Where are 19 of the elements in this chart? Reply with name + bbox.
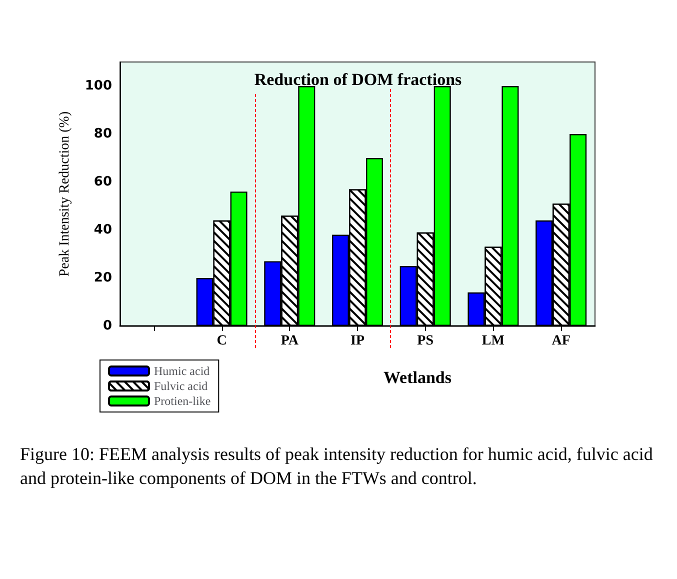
x-tick-label: PA [280, 334, 300, 348]
y-tick-label: 80 [94, 126, 112, 142]
text: Reduction of DOM fractions [254, 70, 462, 89]
y-tick-label: 0 [102, 318, 112, 334]
y-axis-title: Peak Intensity Reduction (%) [58, 111, 72, 277]
x-axis-title: Wetlands [383, 368, 452, 387]
legend-label: Protien-like [154, 394, 211, 408]
x-tick-label: LM [482, 334, 504, 348]
legend-label: Fulvic acid [154, 379, 208, 393]
x-tick-label: IP [350, 334, 365, 348]
caption: Figure 10: FEEM analysis results of peak intensity reduction for humic acid, fulvic acid and protein-like components of DOM in the FTWs and control. [20, 443, 654, 490]
y-tick-label: 100 [84, 78, 112, 94]
x-tick-label: C [216, 334, 227, 348]
y-tick-label: 20 [94, 270, 112, 286]
y-tick-label: 40 [94, 222, 112, 238]
x-tick-label: AF [552, 334, 570, 348]
x-tick-label: PS [417, 334, 434, 348]
y-tick-label: 60 [94, 174, 112, 190]
legend-label: Humic acid [154, 364, 210, 378]
